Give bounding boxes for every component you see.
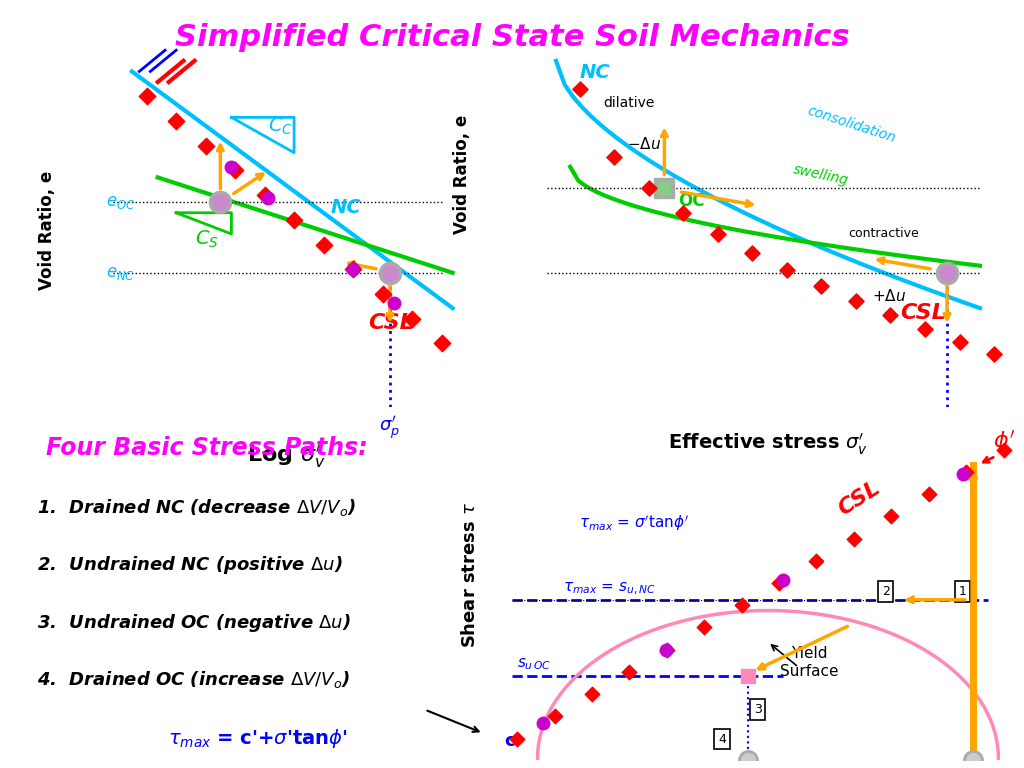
Point bbox=[744, 247, 761, 259]
Point bbox=[813, 280, 829, 292]
Point bbox=[778, 264, 795, 276]
Text: $e_{NC}$: $e_{NC}$ bbox=[106, 263, 135, 282]
Point bbox=[675, 207, 691, 219]
Text: 4: 4 bbox=[718, 733, 726, 746]
Point bbox=[883, 310, 899, 322]
Text: Yield
Surface: Yield Surface bbox=[779, 647, 839, 679]
Point bbox=[286, 214, 302, 226]
Text: 3: 3 bbox=[754, 703, 762, 716]
Text: dilative: dilative bbox=[603, 96, 654, 110]
Text: Log $\sigma_v'$: Log $\sigma_v'$ bbox=[248, 442, 326, 470]
Text: $C_C$: $C_C$ bbox=[268, 115, 293, 137]
Point bbox=[403, 313, 420, 325]
Point bbox=[951, 336, 968, 348]
Text: 1.  Drained NC (decrease $\Delta V/V_o$): 1. Drained NC (decrease $\Delta V/V_o$) bbox=[37, 497, 356, 518]
Point bbox=[848, 295, 864, 307]
Point bbox=[883, 510, 899, 522]
Text: Shear stress $\tau$: Shear stress $\tau$ bbox=[461, 502, 479, 647]
Point bbox=[957, 465, 974, 478]
Text: c': c' bbox=[504, 733, 520, 750]
Text: $+\Delta u$: $+\Delta u$ bbox=[871, 288, 906, 304]
Text: Simplified Critical State Soil Mechanics: Simplified Critical State Soil Mechanics bbox=[175, 23, 849, 52]
Text: $s_{u\,OC}$: $s_{u\,OC}$ bbox=[517, 657, 551, 672]
Text: 2: 2 bbox=[882, 585, 890, 598]
Point bbox=[509, 733, 525, 745]
Text: NC: NC bbox=[331, 197, 361, 217]
Point bbox=[696, 621, 713, 634]
Point bbox=[710, 228, 726, 240]
Text: $\tau_{max}$ = $\sigma'$tan$\phi'$: $\tau_{max}$ = $\sigma'$tan$\phi'$ bbox=[579, 513, 689, 533]
Point bbox=[198, 140, 214, 152]
Text: $\tau_{max}$ = c'+$\sigma$'tan$\phi$': $\tau_{max}$ = c'+$\sigma$'tan$\phi$' bbox=[168, 727, 347, 750]
Text: 4.  Drained OC (increase $\Delta V/V_o$): 4. Drained OC (increase $\Delta V/V_o$) bbox=[37, 669, 350, 690]
Point bbox=[256, 189, 272, 201]
Point bbox=[771, 577, 787, 589]
Text: consolidation: consolidation bbox=[806, 103, 898, 145]
Point bbox=[986, 348, 1002, 360]
Point bbox=[808, 554, 824, 567]
Point bbox=[640, 182, 656, 194]
Text: CSL: CSL bbox=[900, 303, 945, 323]
Point bbox=[375, 288, 391, 300]
Text: $-\Delta u$: $-\Delta u$ bbox=[627, 136, 660, 152]
Text: OC: OC bbox=[679, 192, 705, 210]
Point bbox=[916, 323, 933, 335]
Point bbox=[622, 666, 638, 678]
Text: Void Ratio, e: Void Ratio, e bbox=[453, 115, 471, 234]
Point bbox=[584, 688, 600, 700]
Text: 2.  Undrained NC (positive $\Delta u$): 2. Undrained NC (positive $\Delta u$) bbox=[37, 554, 343, 576]
Text: 3.  Undrained OC (negative $\Delta u$): 3. Undrained OC (negative $\Delta u$) bbox=[37, 611, 351, 634]
Text: CSL: CSL bbox=[368, 313, 414, 333]
Point bbox=[315, 238, 332, 250]
Text: contractive: contractive bbox=[848, 227, 919, 240]
Point bbox=[433, 337, 450, 349]
Point bbox=[571, 83, 588, 95]
Point bbox=[658, 644, 675, 656]
Text: $\sigma_p'$: $\sigma_p'$ bbox=[379, 415, 399, 442]
Point bbox=[606, 151, 623, 163]
Text: $e_{OC}$: $e_{OC}$ bbox=[106, 193, 135, 211]
Point bbox=[138, 90, 155, 102]
Text: $\tau_{max}$ = $s_{u,NC}$: $\tau_{max}$ = $s_{u,NC}$ bbox=[563, 581, 656, 597]
Text: Void Ratio, e: Void Ratio, e bbox=[38, 170, 56, 290]
Point bbox=[345, 263, 361, 276]
Text: Four Basic Stress Paths:: Four Basic Stress Paths: bbox=[46, 436, 368, 460]
Text: CSL: CSL bbox=[835, 478, 884, 519]
Point bbox=[168, 114, 184, 127]
Point bbox=[921, 488, 937, 500]
Text: $\phi'$: $\phi'$ bbox=[993, 429, 1016, 454]
Text: $C_S$: $C_S$ bbox=[195, 229, 218, 250]
Point bbox=[995, 443, 1012, 455]
Point bbox=[227, 164, 244, 177]
Point bbox=[733, 599, 750, 611]
Text: swelling: swelling bbox=[792, 162, 850, 187]
Point bbox=[547, 710, 563, 723]
Text: Effective stress $\sigma_v'$: Effective stress $\sigma_v'$ bbox=[668, 432, 868, 457]
Point bbox=[846, 532, 862, 545]
Text: 1: 1 bbox=[958, 585, 967, 598]
Text: NC: NC bbox=[580, 64, 610, 82]
